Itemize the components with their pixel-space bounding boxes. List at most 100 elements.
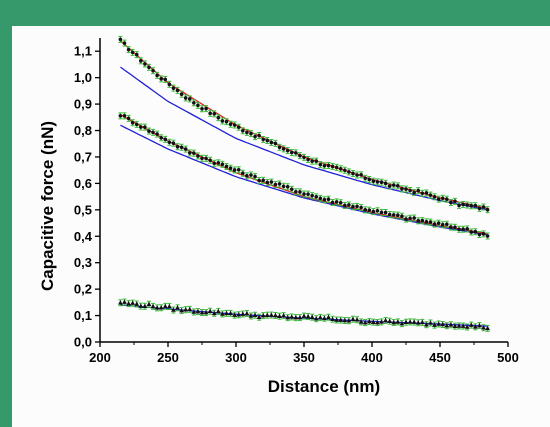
data-point-circle [314,159,319,163]
data-point-circle [265,180,270,185]
x-tick-label: 450 [429,350,451,365]
data-point-circle [281,184,286,189]
data-point-circle [269,180,274,184]
capacitive-force-chart: 200 250 300 350 400 450 500 0,0 0,1 0,2 0,3 0,4 0,5 0… [38,35,519,396]
data-point-circle [306,157,310,162]
data-point-triangle [244,310,250,316]
data-point-triangle [391,319,397,325]
data-point-triangle [183,307,189,312]
data-point-triangle [448,322,454,327]
data-point-circle [298,190,302,194]
data-point-circle [481,205,486,209]
data-point-circle [257,133,261,138]
data-point-circle [416,219,421,223]
data-point-circle [118,114,123,118]
data-point-circle [334,200,339,204]
figure-panel: 200 250 300 350 400 450 500 0,0 0,1 0,2 0,3 0,4 0,5 0… [12,26,550,427]
data-point-circle [159,135,163,140]
data-point-triangle [375,319,380,325]
data-point-circle [351,204,355,209]
data-point-circle [465,227,470,231]
data-point-triangle [424,322,429,327]
data-point-circle [147,65,151,70]
y-tick-label: 1,0 [74,70,92,85]
data-point-circle [265,138,270,143]
data-point-circle [436,221,441,225]
data-point-circle [204,156,208,161]
data-point-circle [412,190,416,195]
data-point-circle [241,128,245,133]
data-point-circle [457,227,461,232]
y-tick-label: 0,8 [74,123,92,138]
data-point-circle [408,188,412,193]
data-point-triangle [379,319,384,324]
data-point-circle [155,132,159,136]
data-point-circle [241,171,245,176]
data-point-circle [449,225,453,229]
data-point-triangle [428,320,433,325]
data-point-circle [208,111,212,116]
data-point-triangle [203,310,209,315]
data-point-circle [330,200,335,205]
data-point-triangle [134,301,140,306]
data-point-circle [220,162,225,167]
x-tick-label: 500 [497,350,519,365]
data-point-circle [400,187,404,191]
data-point-circle [420,191,425,196]
data-point-circle [187,97,192,101]
data-point-circle [469,203,474,208]
data-point-circle [485,207,490,212]
data-point-circle [294,189,298,194]
data-point-triangle [387,318,393,324]
data-point-circle [126,116,131,121]
data-point-triangle [362,319,368,325]
data-point-circle [347,203,351,207]
data-point-circle [453,199,457,204]
data-point-circle [428,220,433,224]
data-point-circle [473,203,478,208]
data-point-circle [432,194,437,199]
data-point-circle [269,140,274,145]
data-point-circle [449,200,453,205]
data-point-circle [143,62,147,66]
data-point-circle [477,232,482,237]
y-tick-label: 0,2 [74,282,92,297]
data-point-circle [277,145,282,150]
fit-curves [119,40,488,327]
data-point-triangle [350,316,356,321]
data-point-triangle [207,308,213,314]
data-point-triangle [199,309,205,315]
data-point-triangle [322,315,327,321]
data-point-triangle [305,313,311,319]
data-point-circle [404,217,408,221]
data-point-circle [171,141,176,145]
data-point-triangle [118,300,123,305]
data-point-triangle [452,323,458,328]
data-point-circle [249,131,253,136]
data-point-circle [314,195,319,199]
data-point-circle [371,179,376,183]
data-point-circle [187,151,192,155]
data-point-triangle [432,322,437,327]
data-point-triangle [142,303,148,309]
data-point-circle [273,141,278,146]
data-point-circle [322,163,327,168]
data-point-circle [249,173,253,177]
data-point-circle [253,134,257,139]
fit-curve-red-1 [119,40,488,210]
data-point-circle [196,154,200,158]
data-point-circle [134,52,139,57]
y-axis-title: Capacitive force (nN) [38,121,57,291]
y-tick-label: 1,1 [74,44,92,59]
data-point-circle [347,170,351,174]
data-point-circle [338,200,343,205]
data-point-circle [200,106,204,111]
data-point-circle [216,115,221,120]
data-point-circle [289,150,294,155]
data-point-circle [379,180,384,185]
data-point-circle [351,171,355,176]
data-point-circle [326,197,331,202]
data-point-circle [424,191,429,195]
data-point-circle [371,209,376,214]
data-point-circle [236,125,241,130]
